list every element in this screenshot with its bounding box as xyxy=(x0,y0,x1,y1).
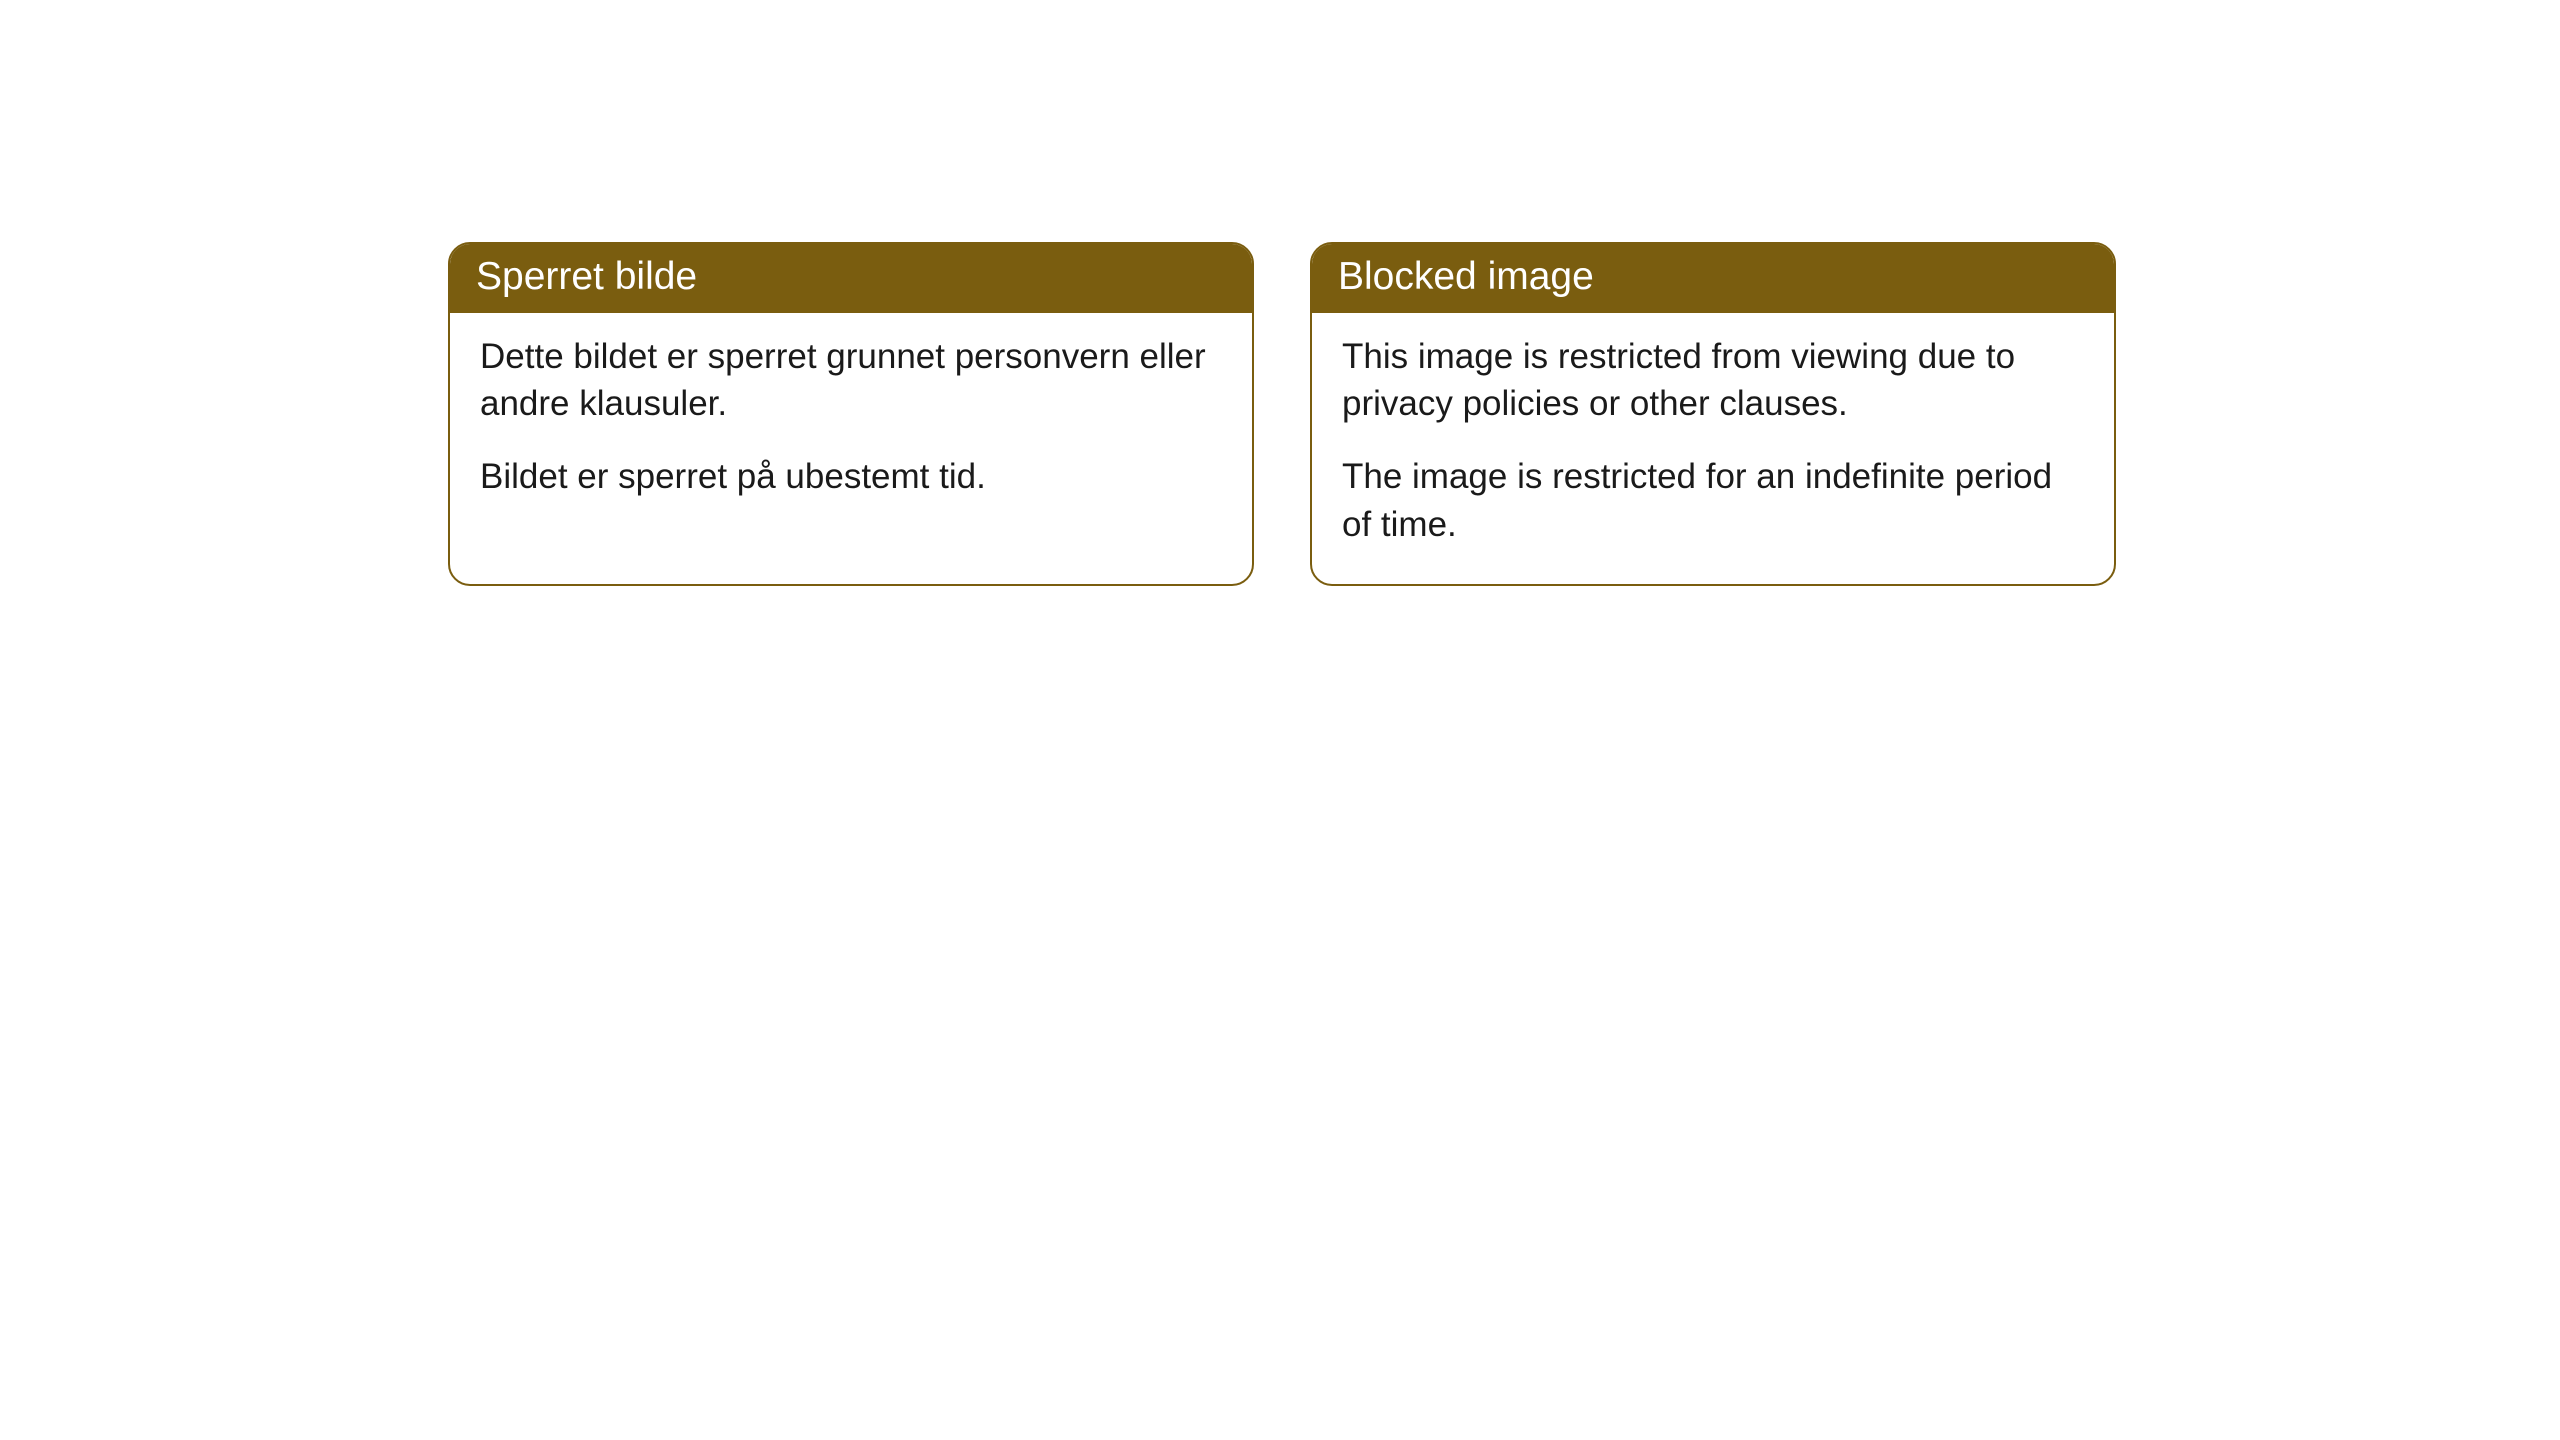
card-header-en: Blocked image xyxy=(1312,244,2114,313)
card-body-no: Dette bildet er sperret grunnet personve… xyxy=(450,313,1252,537)
blocked-image-card-en: Blocked image This image is restricted f… xyxy=(1310,242,2116,586)
card-paragraph-2-no: Bildet er sperret på ubestemt tid. xyxy=(480,453,1222,500)
card-paragraph-1-no: Dette bildet er sperret grunnet personve… xyxy=(480,333,1222,428)
card-body-en: This image is restricted from viewing du… xyxy=(1312,313,2114,584)
blocked-image-card-no: Sperret bilde Dette bildet er sperret gr… xyxy=(448,242,1254,586)
notice-cards-container: Sperret bilde Dette bildet er sperret gr… xyxy=(448,242,2116,586)
card-paragraph-2-en: The image is restricted for an indefinit… xyxy=(1342,453,2084,548)
card-paragraph-1-en: This image is restricted from viewing du… xyxy=(1342,333,2084,428)
card-header-no: Sperret bilde xyxy=(450,244,1252,313)
